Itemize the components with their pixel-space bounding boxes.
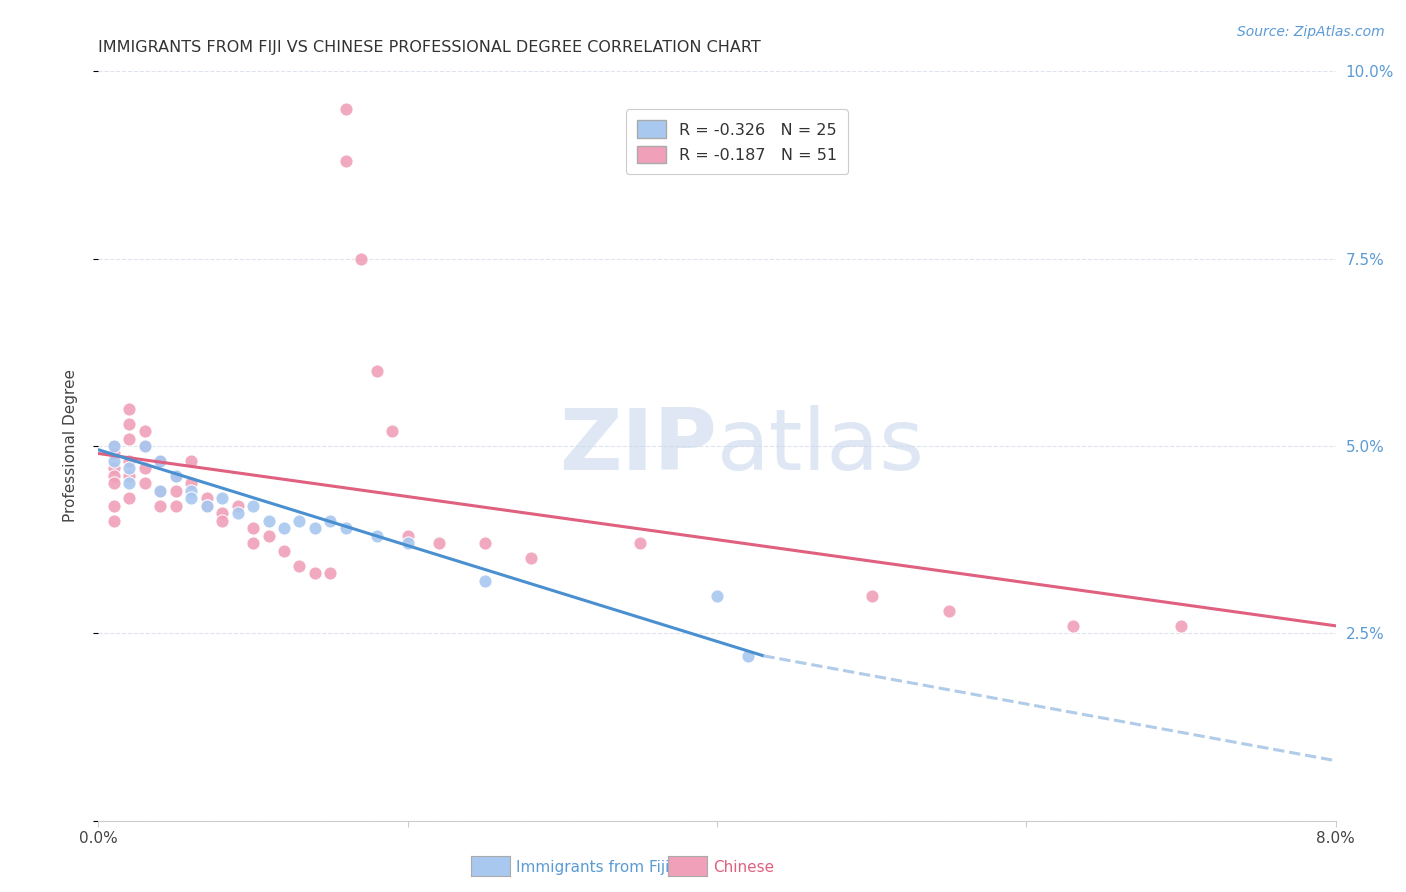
Legend: R = -0.326   N = 25, R = -0.187   N = 51: R = -0.326 N = 25, R = -0.187 N = 51	[626, 110, 848, 175]
Point	[273, 521, 295, 535]
Point	[103, 446, 125, 460]
Point	[860, 589, 883, 603]
Point	[242, 536, 264, 550]
Point	[211, 491, 233, 506]
Point	[103, 454, 125, 468]
Point	[118, 491, 141, 506]
Point	[242, 499, 264, 513]
Point	[195, 499, 218, 513]
Point	[737, 648, 759, 663]
Point	[211, 507, 233, 521]
Point	[195, 499, 218, 513]
Point	[226, 499, 249, 513]
Point	[118, 417, 141, 431]
Y-axis label: Professional Degree: Professional Degree	[63, 369, 77, 523]
Point	[180, 483, 202, 498]
Point	[628, 536, 651, 550]
Point	[350, 252, 373, 266]
Point	[149, 454, 172, 468]
Point	[319, 514, 342, 528]
Point	[118, 461, 141, 475]
Point	[304, 566, 326, 581]
Point	[319, 566, 342, 581]
Text: Source: ZipAtlas.com: Source: ZipAtlas.com	[1237, 25, 1385, 39]
Point	[273, 544, 295, 558]
Point	[103, 514, 125, 528]
Point	[520, 551, 543, 566]
Text: IMMIGRANTS FROM FIJI VS CHINESE PROFESSIONAL DEGREE CORRELATION CHART: IMMIGRANTS FROM FIJI VS CHINESE PROFESSI…	[98, 40, 761, 55]
Point	[1062, 619, 1084, 633]
Point	[335, 102, 357, 116]
Point	[118, 401, 141, 416]
Point	[427, 536, 450, 550]
Point	[103, 461, 125, 475]
Point	[103, 476, 125, 491]
Point	[195, 491, 218, 506]
Point	[103, 469, 125, 483]
Point	[180, 491, 202, 506]
Point	[257, 529, 280, 543]
Point	[396, 536, 419, 550]
Point	[706, 589, 728, 603]
Point	[381, 424, 404, 438]
Point	[366, 529, 388, 543]
Point	[211, 514, 233, 528]
Point	[180, 454, 202, 468]
Text: atlas: atlas	[717, 404, 925, 488]
Point	[474, 536, 496, 550]
Point	[242, 521, 264, 535]
Point	[335, 154, 357, 169]
Point	[118, 454, 141, 468]
Point	[1170, 619, 1192, 633]
Point	[257, 514, 280, 528]
Point	[938, 604, 960, 618]
Point	[103, 499, 125, 513]
Point	[304, 521, 326, 535]
Point	[149, 483, 172, 498]
Point	[226, 507, 249, 521]
Text: Chinese: Chinese	[713, 860, 773, 874]
Point	[118, 432, 141, 446]
Text: ZIP: ZIP	[560, 404, 717, 488]
Point	[165, 499, 187, 513]
Point	[366, 364, 388, 378]
Point	[149, 499, 172, 513]
Point	[180, 476, 202, 491]
Point	[149, 483, 172, 498]
Text: Immigrants from Fiji: Immigrants from Fiji	[516, 860, 669, 874]
Point	[118, 476, 141, 491]
Point	[118, 469, 141, 483]
Point	[288, 514, 311, 528]
Point	[134, 439, 156, 453]
Point	[396, 529, 419, 543]
Point	[134, 461, 156, 475]
Point	[165, 469, 187, 483]
Point	[474, 574, 496, 588]
Point	[165, 483, 187, 498]
Point	[149, 454, 172, 468]
Point	[134, 439, 156, 453]
Point	[103, 439, 125, 453]
Point	[134, 424, 156, 438]
Point	[165, 469, 187, 483]
Point	[134, 476, 156, 491]
Point	[288, 558, 311, 573]
Point	[335, 521, 357, 535]
Point	[103, 439, 125, 453]
